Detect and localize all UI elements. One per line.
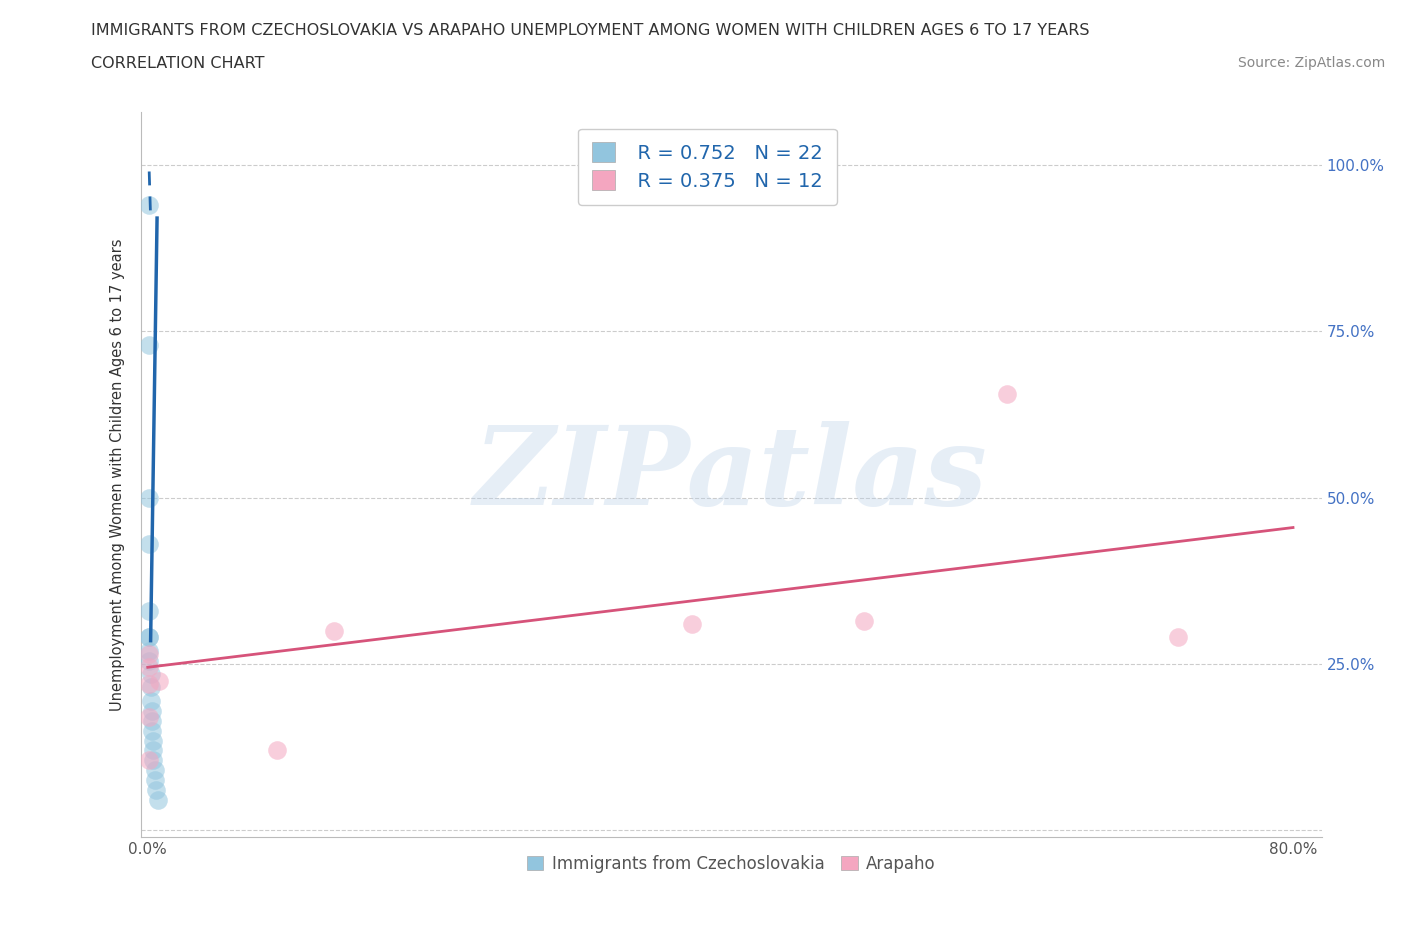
Point — [139, 693, 162, 708]
Point — [138, 710, 160, 724]
Point — [681, 617, 703, 631]
Text: ZIPatlas: ZIPatlas — [474, 420, 988, 528]
Legend: Immigrants from Czechoslovakia, Arapaho: Immigrants from Czechoslovakia, Arapaho — [520, 848, 942, 880]
Point — [266, 743, 288, 758]
Point — [138, 630, 160, 644]
Point — [142, 753, 165, 768]
Point — [141, 713, 163, 728]
Point — [138, 630, 160, 644]
Point — [139, 667, 162, 682]
Point — [322, 623, 344, 638]
Point — [1167, 630, 1189, 644]
Text: IMMIGRANTS FROM CZECHOSLOVAKIA VS ARAPAHO UNEMPLOYMENT AMONG WOMEN WITH CHILDREN: IMMIGRANTS FROM CZECHOSLOVAKIA VS ARAPAH… — [91, 23, 1090, 38]
Point — [138, 537, 160, 551]
Point — [141, 703, 163, 718]
Text: Source: ZipAtlas.com: Source: ZipAtlas.com — [1237, 56, 1385, 70]
Point — [995, 387, 1018, 402]
Point — [138, 197, 160, 212]
Point — [138, 660, 160, 675]
Point — [138, 490, 160, 505]
Point — [142, 743, 165, 758]
Point — [138, 604, 160, 618]
Point — [138, 653, 160, 668]
Point — [145, 783, 167, 798]
Text: CORRELATION CHART: CORRELATION CHART — [91, 56, 264, 71]
Point — [138, 676, 160, 691]
Point — [148, 673, 170, 688]
Point — [138, 646, 160, 661]
Point — [143, 773, 166, 788]
Point — [141, 724, 163, 738]
Y-axis label: Unemployment Among Women with Children Ages 6 to 17 years: Unemployment Among Women with Children A… — [110, 238, 125, 711]
Point — [138, 337, 160, 352]
Point — [146, 793, 169, 808]
Point — [138, 753, 160, 768]
Point — [852, 613, 875, 628]
Point — [142, 733, 165, 748]
Point — [139, 680, 162, 695]
Point — [138, 644, 160, 658]
Point — [143, 763, 166, 777]
